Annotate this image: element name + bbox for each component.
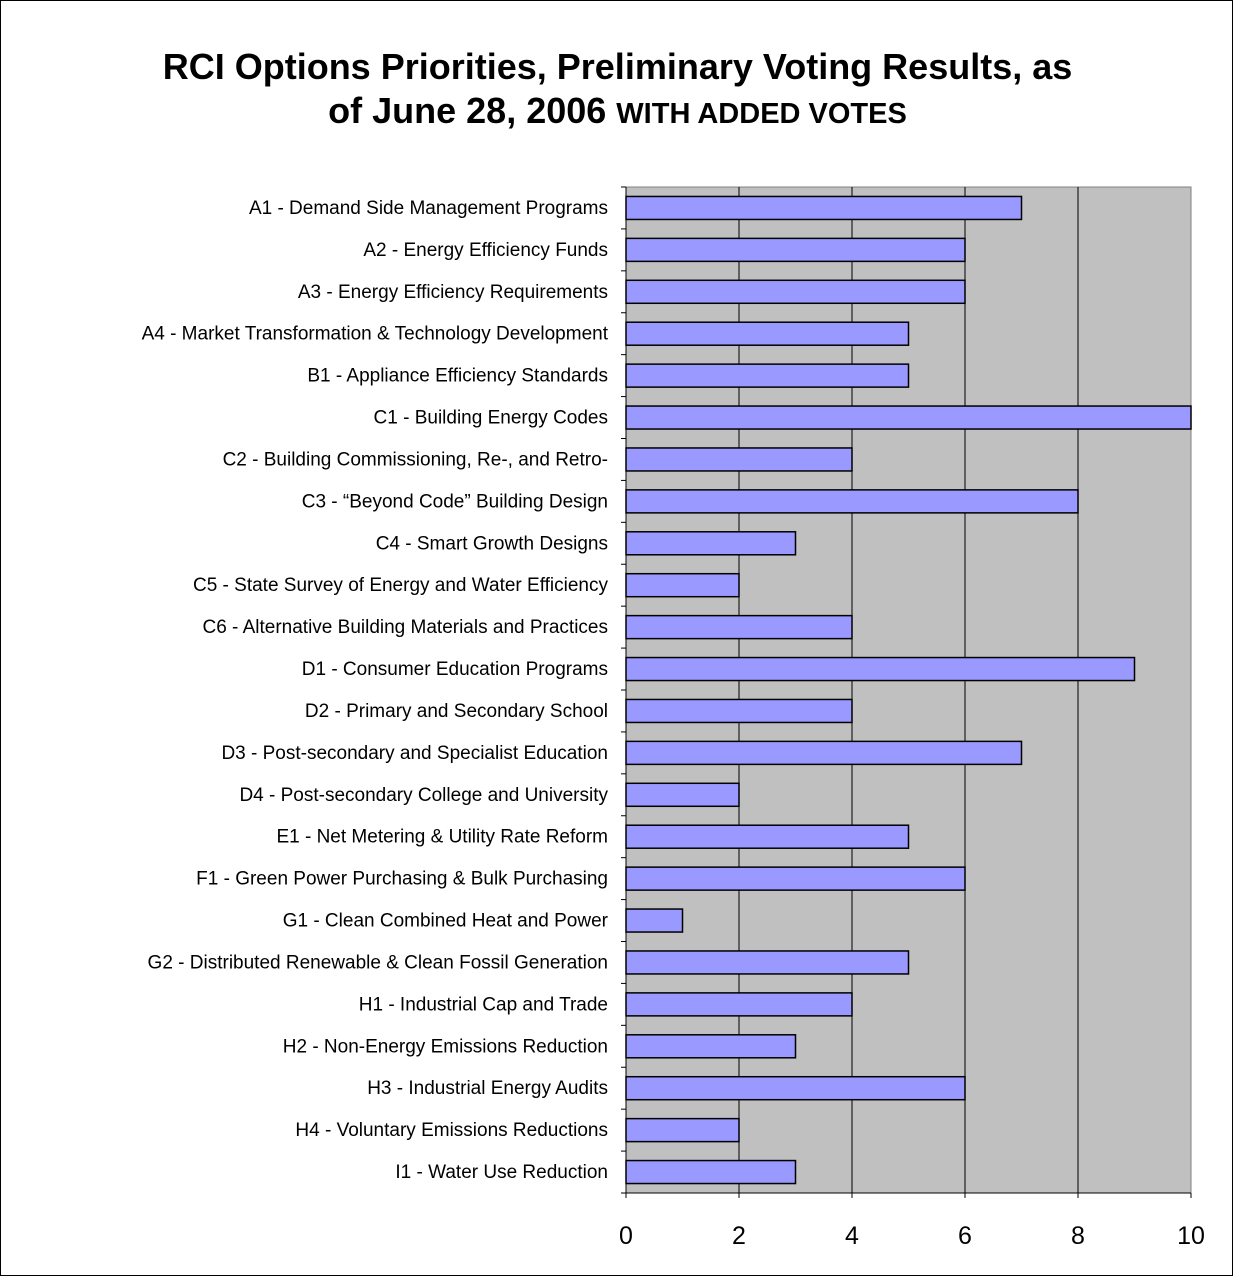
x-tick-label: 2 (732, 1222, 746, 1250)
category-label: D2 - Primary and Secondary School (305, 701, 608, 722)
chart-title-line2-suffix: WITH ADDED VOTES (616, 98, 907, 130)
bar (625, 656, 1136, 682)
category-label: C2 - Building Commissioning, Re-, and Re… (223, 449, 608, 470)
x-tick-label: 10 (1177, 1222, 1205, 1250)
category-label: F1 - Green Power Purchasing & Bulk Purch… (196, 869, 608, 890)
bar (625, 698, 853, 724)
bar (625, 614, 853, 640)
category-label: G2 - Distributed Renewable & Clean Fossi… (148, 952, 608, 973)
category-label: C3 - “Beyond Code” Building Design (302, 491, 608, 512)
bar (625, 489, 1079, 514)
bar (625, 824, 910, 849)
bar (625, 447, 853, 472)
category-label: A1 - Demand Side Management Programs (249, 198, 608, 219)
bar (625, 1075, 966, 1101)
bar (625, 1034, 797, 1059)
bar (625, 321, 910, 346)
category-label: H2 - Non-Energy Emissions Reduction (283, 1036, 608, 1057)
category-label: D4 - Post-secondary College and Universi… (239, 785, 608, 806)
category-label: C6 - Alternative Building Materials and … (202, 617, 608, 638)
chart-title-line2: of June 28, 2006 WITH ADDED VOTES (1, 89, 1233, 136)
category-label: G1 - Clean Combined Heat and Power (283, 911, 609, 932)
category-label: H3 - Industrial Energy Audits (367, 1078, 608, 1099)
category-label: B1 - Appliance Efficiency Standards (307, 366, 608, 387)
bar (625, 237, 966, 263)
category-label: A2 - Energy Efficiency Funds (363, 240, 608, 261)
bar (625, 782, 740, 808)
chart-title-line2-date: of June 28, 2006 (328, 90, 617, 131)
bar (625, 1117, 740, 1143)
x-tick-label: 0 (619, 1222, 633, 1250)
chart-title: RCI Options Priorities, Preliminary Voti… (1, 45, 1233, 136)
bar (625, 950, 910, 975)
category-label: A3 - Energy Efficiency Requirements (298, 282, 608, 303)
bar (625, 572, 740, 598)
category-label: C5 - State Survey of Energy and Water Ef… (193, 575, 609, 596)
x-tick-label: 6 (958, 1222, 972, 1250)
category-label: H4 - Voluntary Emissions Reductions (295, 1120, 608, 1141)
category-label: D3 - Post-secondary and Specialist Educa… (221, 743, 608, 764)
category-label: D1 - Consumer Education Programs (302, 659, 608, 680)
x-tick-label: 8 (1071, 1222, 1085, 1250)
bar (625, 740, 1023, 766)
plot-area (625, 186, 1192, 1194)
bar (625, 195, 1023, 221)
bar (625, 363, 910, 388)
bar (625, 866, 966, 891)
category-label: H1 - Industrial Cap and Trade (359, 994, 608, 1015)
bar (625, 1159, 797, 1185)
category-label: C4 - Smart Growth Designs (376, 533, 608, 554)
x-tick-label: 4 (845, 1222, 859, 1250)
category-label: C1 - Building Energy Codes (374, 408, 608, 429)
category-label: I1 - Water Use Reduction (395, 1162, 608, 1183)
bar (625, 531, 797, 556)
chart-title-line1: RCI Options Priorities, Preliminary Voti… (162, 46, 1073, 87)
bar (625, 992, 853, 1017)
category-label: E1 - Net Metering & Utility Rate Reform (276, 827, 608, 848)
category-label: A4 - Market Transformation & Technology … (142, 324, 609, 345)
bar (625, 279, 966, 305)
bar (625, 405, 1192, 430)
bar (625, 908, 684, 933)
